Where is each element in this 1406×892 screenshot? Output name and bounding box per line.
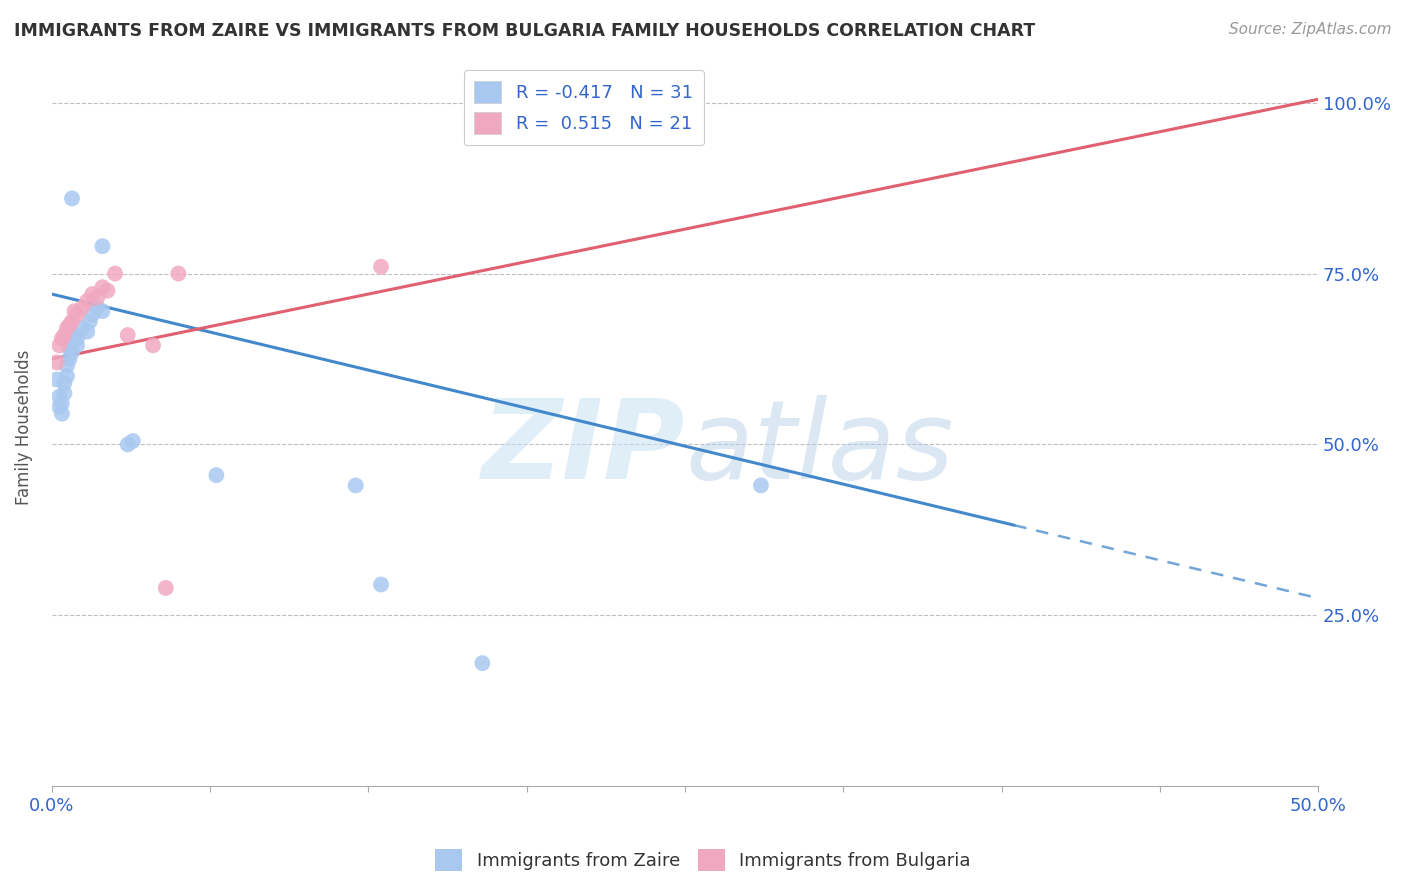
Point [45, 355, 67, 369]
Point [60, 191, 83, 205]
Point [45, 372, 67, 386]
Point [344, 478, 367, 492]
Point [60, 314, 83, 328]
Point [91, 304, 114, 318]
Legend: Immigrants from Zaire, Immigrants from Bulgaria: Immigrants from Zaire, Immigrants from B… [427, 842, 979, 879]
Point [60, 334, 83, 349]
Y-axis label: Family Households: Family Households [15, 350, 32, 505]
Point [70, 321, 93, 335]
Point [56, 321, 79, 335]
Point [142, 338, 165, 352]
Point [63, 328, 86, 343]
Point [104, 267, 127, 281]
Point [70, 301, 93, 315]
Text: IMMIGRANTS FROM ZAIRE VS IMMIGRANTS FROM BULGARIA FAMILY HOUSEHOLDS CORRELATION : IMMIGRANTS FROM ZAIRE VS IMMIGRANTS FROM… [14, 22, 1035, 40]
Point [48, 338, 70, 352]
Point [121, 434, 143, 448]
Point [51, 396, 73, 410]
Point [370, 260, 392, 274]
Point [56, 369, 79, 384]
Text: atlas: atlas [685, 395, 953, 502]
Point [82, 308, 104, 322]
Text: Source: ZipAtlas.com: Source: ZipAtlas.com [1229, 22, 1392, 37]
Point [60, 345, 83, 359]
Point [66, 338, 89, 352]
Point [167, 267, 190, 281]
Point [53, 328, 76, 343]
Point [53, 386, 76, 401]
Point [86, 290, 108, 304]
Text: ZIP: ZIP [481, 395, 685, 502]
Point [58, 318, 80, 332]
Point [48, 390, 70, 404]
Point [96, 284, 118, 298]
Point [76, 293, 98, 308]
Point [117, 437, 139, 451]
Point [82, 287, 104, 301]
Point [63, 304, 86, 318]
Point [117, 328, 139, 343]
Legend: R = -0.417   N = 31, R =  0.515   N = 21: R = -0.417 N = 31, R = 0.515 N = 21 [464, 70, 704, 145]
Point [205, 468, 228, 483]
Point [56, 359, 79, 373]
Point [76, 325, 98, 339]
Point [48, 400, 70, 414]
Point [51, 407, 73, 421]
Point [86, 301, 108, 315]
Point [155, 581, 177, 595]
Point [66, 308, 89, 322]
Point [749, 478, 772, 492]
Point [51, 331, 73, 345]
Point [53, 376, 76, 390]
Point [58, 342, 80, 356]
Point [91, 280, 114, 294]
Point [370, 577, 392, 591]
Point [79, 314, 101, 328]
Point [471, 656, 494, 670]
Point [58, 351, 80, 366]
Point [91, 239, 114, 253]
Point [66, 331, 89, 345]
